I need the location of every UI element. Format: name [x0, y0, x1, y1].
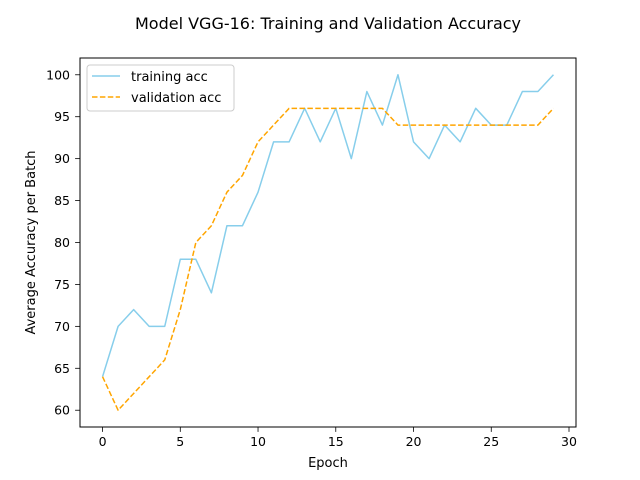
x-tick-label-5: 5: [176, 434, 184, 449]
x-tick-label-20: 20: [406, 434, 422, 449]
x-tick-label-15: 15: [328, 434, 344, 449]
y-tick-label-90: 90: [54, 151, 70, 166]
y-axis-label: Average Accuracy per Batch: [24, 150, 39, 334]
y-tick-label-60: 60: [54, 403, 70, 418]
series-line-training-acc: [101, 74, 555, 377]
x-tick-label-25: 25: [483, 434, 499, 449]
series-line-validation-acc: [101, 107, 555, 411]
legend-label-training: training acc: [131, 70, 208, 85]
legend-label-validation: validation acc: [131, 91, 221, 106]
legend: training acc validation acc: [86, 64, 235, 112]
series-layer: [101, 74, 555, 411]
y-axis: 60 65 70 75 80 85 90 95 100: [46, 67, 80, 418]
y-tick-label-100: 100: [46, 67, 70, 82]
y-tick-label-85: 85: [54, 193, 70, 208]
x-tick-label-30: 30: [561, 434, 577, 449]
x-tick-label-10: 10: [250, 434, 266, 449]
legend-frame: [86, 64, 235, 112]
y-tick-label-75: 75: [54, 277, 70, 292]
y-tick-label-95: 95: [54, 109, 70, 124]
x-axis-label: Epoch: [308, 456, 348, 471]
y-tick-label-80: 80: [54, 235, 70, 250]
chart-title: Model VGG-16: Training and Validation Ac…: [135, 14, 521, 33]
x-tick-label-0: 0: [99, 434, 107, 449]
y-tick-label-65: 65: [54, 361, 70, 376]
x-axis: 0 5 10 15 20 25 30: [99, 427, 577, 449]
y-tick-label-70: 70: [54, 319, 70, 334]
